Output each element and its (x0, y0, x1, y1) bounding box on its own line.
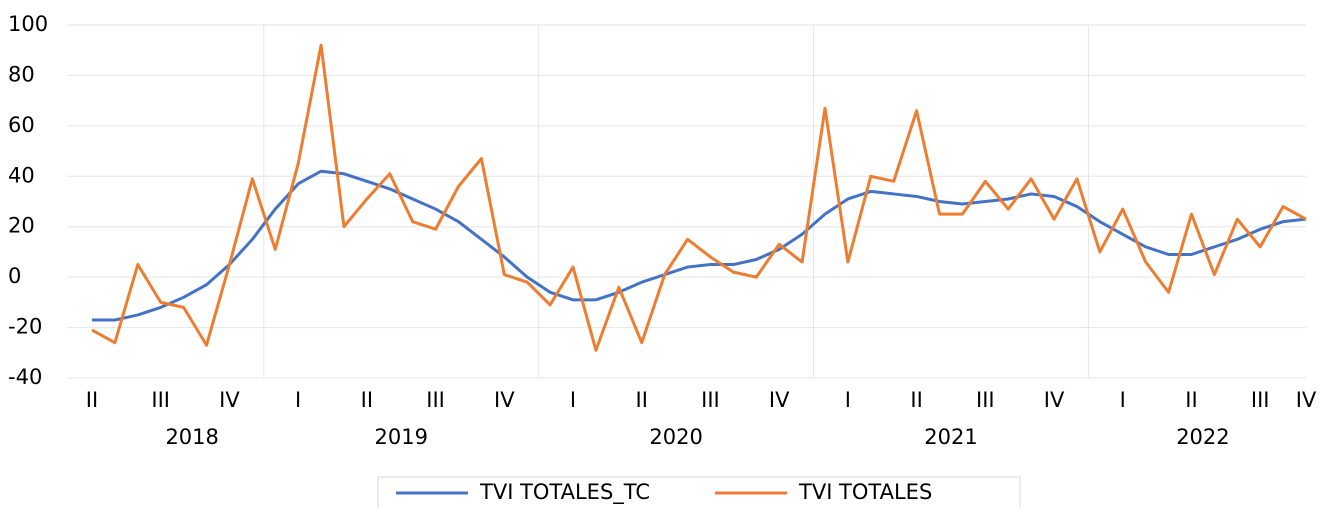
legend-box (377, 476, 1021, 508)
x-tick-label: III (151, 388, 170, 412)
year-label: 2019 (374, 425, 427, 449)
x-tick-label: IV (1044, 388, 1065, 412)
x-tick-label: I (570, 388, 576, 412)
legend-label: TVI TOTALES_TC (479, 480, 650, 505)
y-tick-label: 80 (8, 62, 35, 86)
y-tick-label: 40 (8, 163, 35, 187)
x-tick-label: II (636, 388, 648, 412)
y-tick-label: 100 (8, 12, 48, 36)
series-line (92, 169, 1307, 322)
x-tick-label: IV (219, 388, 240, 412)
x-tick-label: II (910, 388, 922, 412)
legend-label: TVI TOTALES (798, 480, 932, 504)
x-tick-label: III (426, 388, 445, 412)
y-tick-label: 20 (8, 214, 35, 238)
x-tick-label: IV (494, 388, 515, 412)
x-tick-label: II (361, 388, 373, 412)
year-label: 2018 (165, 425, 218, 449)
year-label: 2021 (924, 425, 977, 449)
x-tick-label: II (86, 388, 98, 412)
x-tick-label: I (845, 388, 851, 412)
x-tick-label: I (1120, 388, 1126, 412)
x-tick-label: IV (769, 388, 790, 412)
year-label: 2022 (1176, 425, 1229, 449)
year-label: 2020 (649, 425, 702, 449)
x-tick-label: III (701, 388, 720, 412)
x-tick-label: III (976, 388, 995, 412)
y-tick-label: 60 (8, 113, 35, 137)
x-tick-label: II (1185, 388, 1197, 412)
series-line (91, 43, 1307, 352)
x-tick-label: III (1251, 388, 1270, 412)
y-tick-label: 0 (8, 264, 21, 288)
y-tick-label: -20 (8, 315, 42, 339)
x-tick-label: I (295, 388, 301, 412)
x-tick-label: IV (1296, 388, 1317, 412)
y-tick-label: -40 (8, 365, 42, 389)
